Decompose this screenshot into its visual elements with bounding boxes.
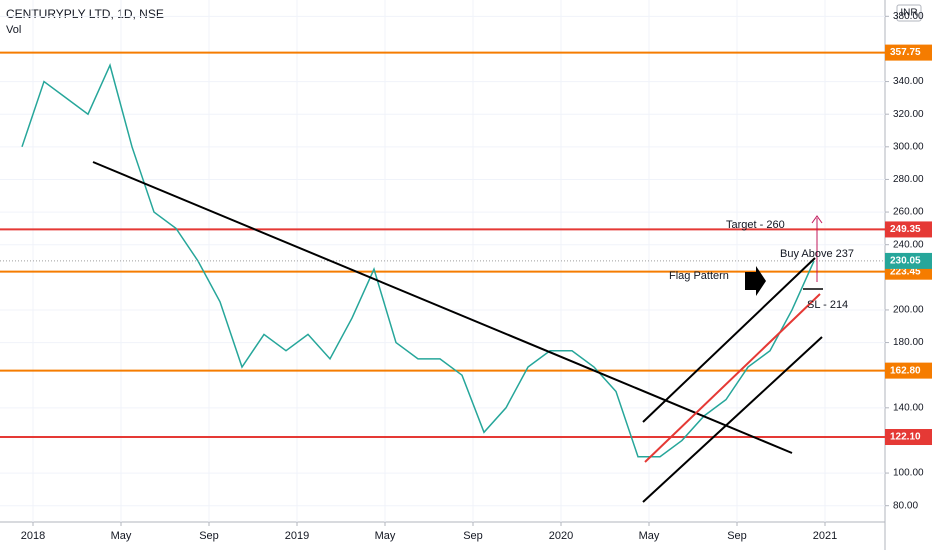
x-tick-label: 2019 [285,530,309,542]
flag-arrow [745,266,766,296]
level-label: 357.75 [890,47,921,58]
channel-mid [644,293,821,463]
trendline [92,161,793,454]
currency-box[interactable] [896,4,922,22]
x-tick-label: 2020 [549,530,573,542]
annotation: SL - 214 [807,299,848,311]
annotation: Flag Pattern [669,270,729,282]
y-tick-label: 300.00 [893,141,924,152]
y-tick-label: 380.00 [893,11,924,22]
chart-title: CENTURYPLY LTD, 1D, NSE [6,7,164,21]
y-tick-label: 200.00 [893,305,924,316]
x-tick-label: Sep [463,530,483,542]
level-label: 122.10 [890,432,921,443]
y-tick-label: 260.00 [893,207,924,218]
x-tick-label: May [111,530,132,542]
y-tick-label: 340.00 [893,76,924,87]
y-tick-label: 320.00 [893,109,924,120]
last-price-tag [885,252,932,269]
channel-upper [642,257,816,423]
y-tick-label: 180.00 [893,337,924,348]
currency-label[interactable]: INR [900,8,917,19]
x-tick-label: May [639,530,660,542]
annotation: Target - 260 [726,219,785,231]
level-tag [885,221,932,238]
x-tick-label: Sep [727,530,747,542]
y-tick-label: 240.00 [893,239,924,250]
target-arrow-head [811,215,823,224]
level-tag [885,362,932,379]
y-tick-label: 100.00 [893,468,924,479]
level-label: 249.35 [890,224,921,235]
y-tick-label: 280.00 [893,174,924,185]
x-tick-label: Sep [199,530,219,542]
level-tag [885,44,932,61]
y-tick-label: 140.00 [893,402,924,413]
x-tick-label: May [375,530,396,542]
level-label: 223.45 [890,266,921,277]
trendlines [92,161,823,503]
annotation: Buy Above 237 [780,248,854,260]
price-line [21,63,815,458]
y-tick-label: 80.00 [893,500,918,511]
channel-lower [642,336,823,503]
volume-label: Vol [6,24,21,36]
last-price-label: 230.05 [890,256,921,267]
x-tick-label: 2018 [21,530,45,542]
level-label: 162.80 [890,365,921,376]
x-tick-label: 2021 [813,530,837,542]
level-tag [885,429,932,446]
